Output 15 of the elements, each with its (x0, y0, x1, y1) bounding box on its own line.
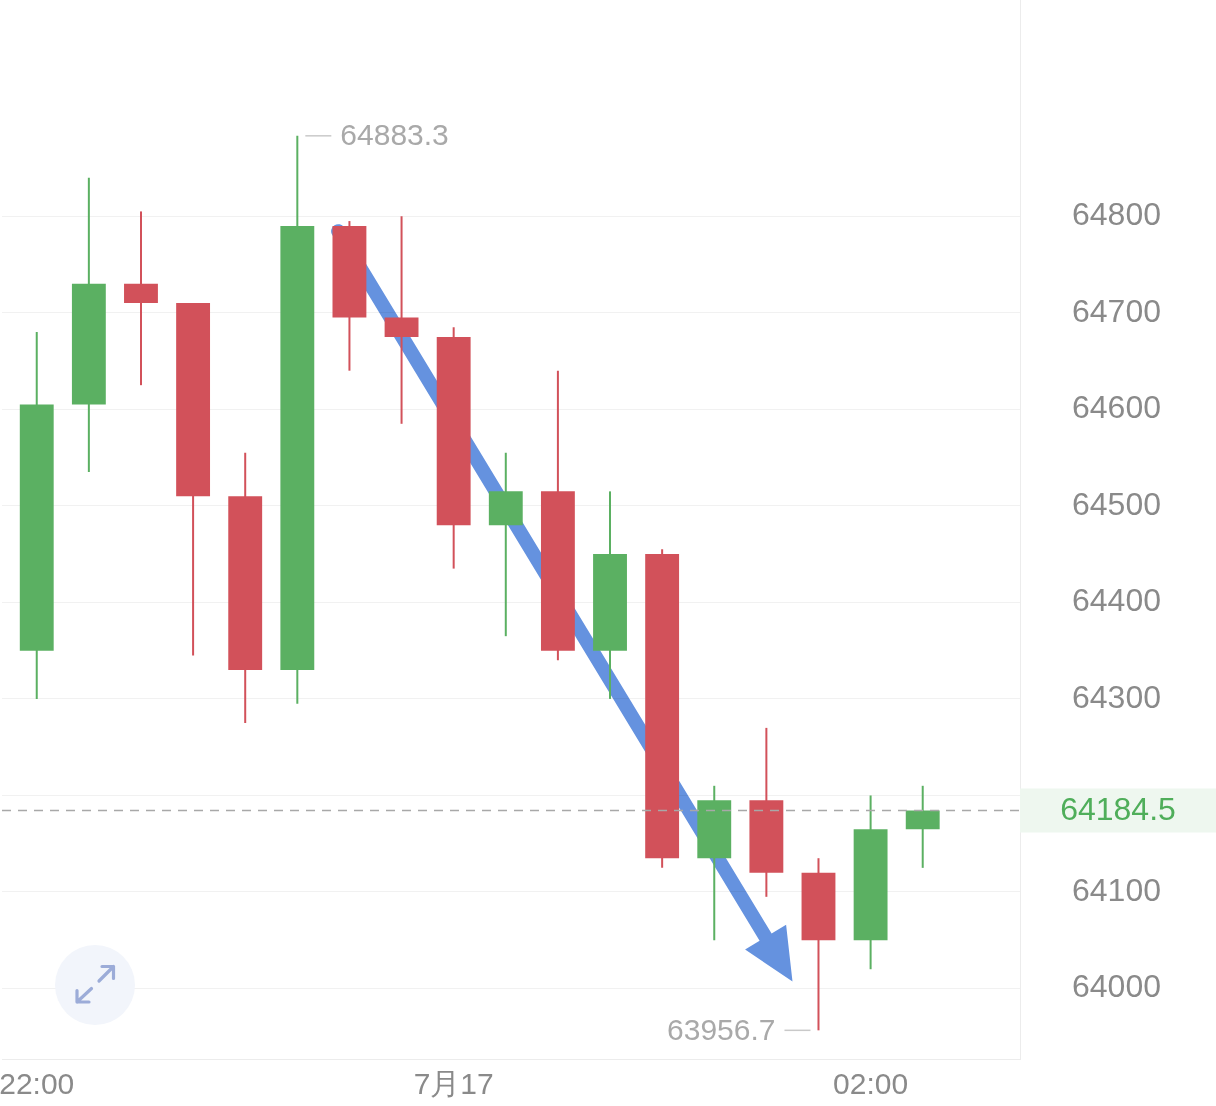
x-tick-label: 7月17 (413, 1067, 494, 1101)
y-tick-label: 64100 (1072, 871, 1161, 908)
annotation: 63956.7 (667, 1012, 776, 1046)
y-tick-label: 64000 (1072, 968, 1161, 1005)
y-tick-label: 64300 (1072, 678, 1161, 715)
candlestick (384, 216, 419, 424)
x-tick-label: 02:00 (833, 1067, 909, 1101)
y-tick-label: 64700 (1072, 292, 1161, 329)
y-tick-label: 64400 (1072, 582, 1161, 619)
y-tick-label: 64500 (1072, 485, 1161, 522)
y-tick-label: 64800 (1072, 196, 1161, 233)
ref-line-label: 64184.5 (1060, 791, 1176, 828)
y-tick-label: 64600 (1072, 389, 1161, 426)
annotation: 64883.3 (340, 118, 449, 152)
x-tick-label: 22:00 (0, 1067, 75, 1101)
